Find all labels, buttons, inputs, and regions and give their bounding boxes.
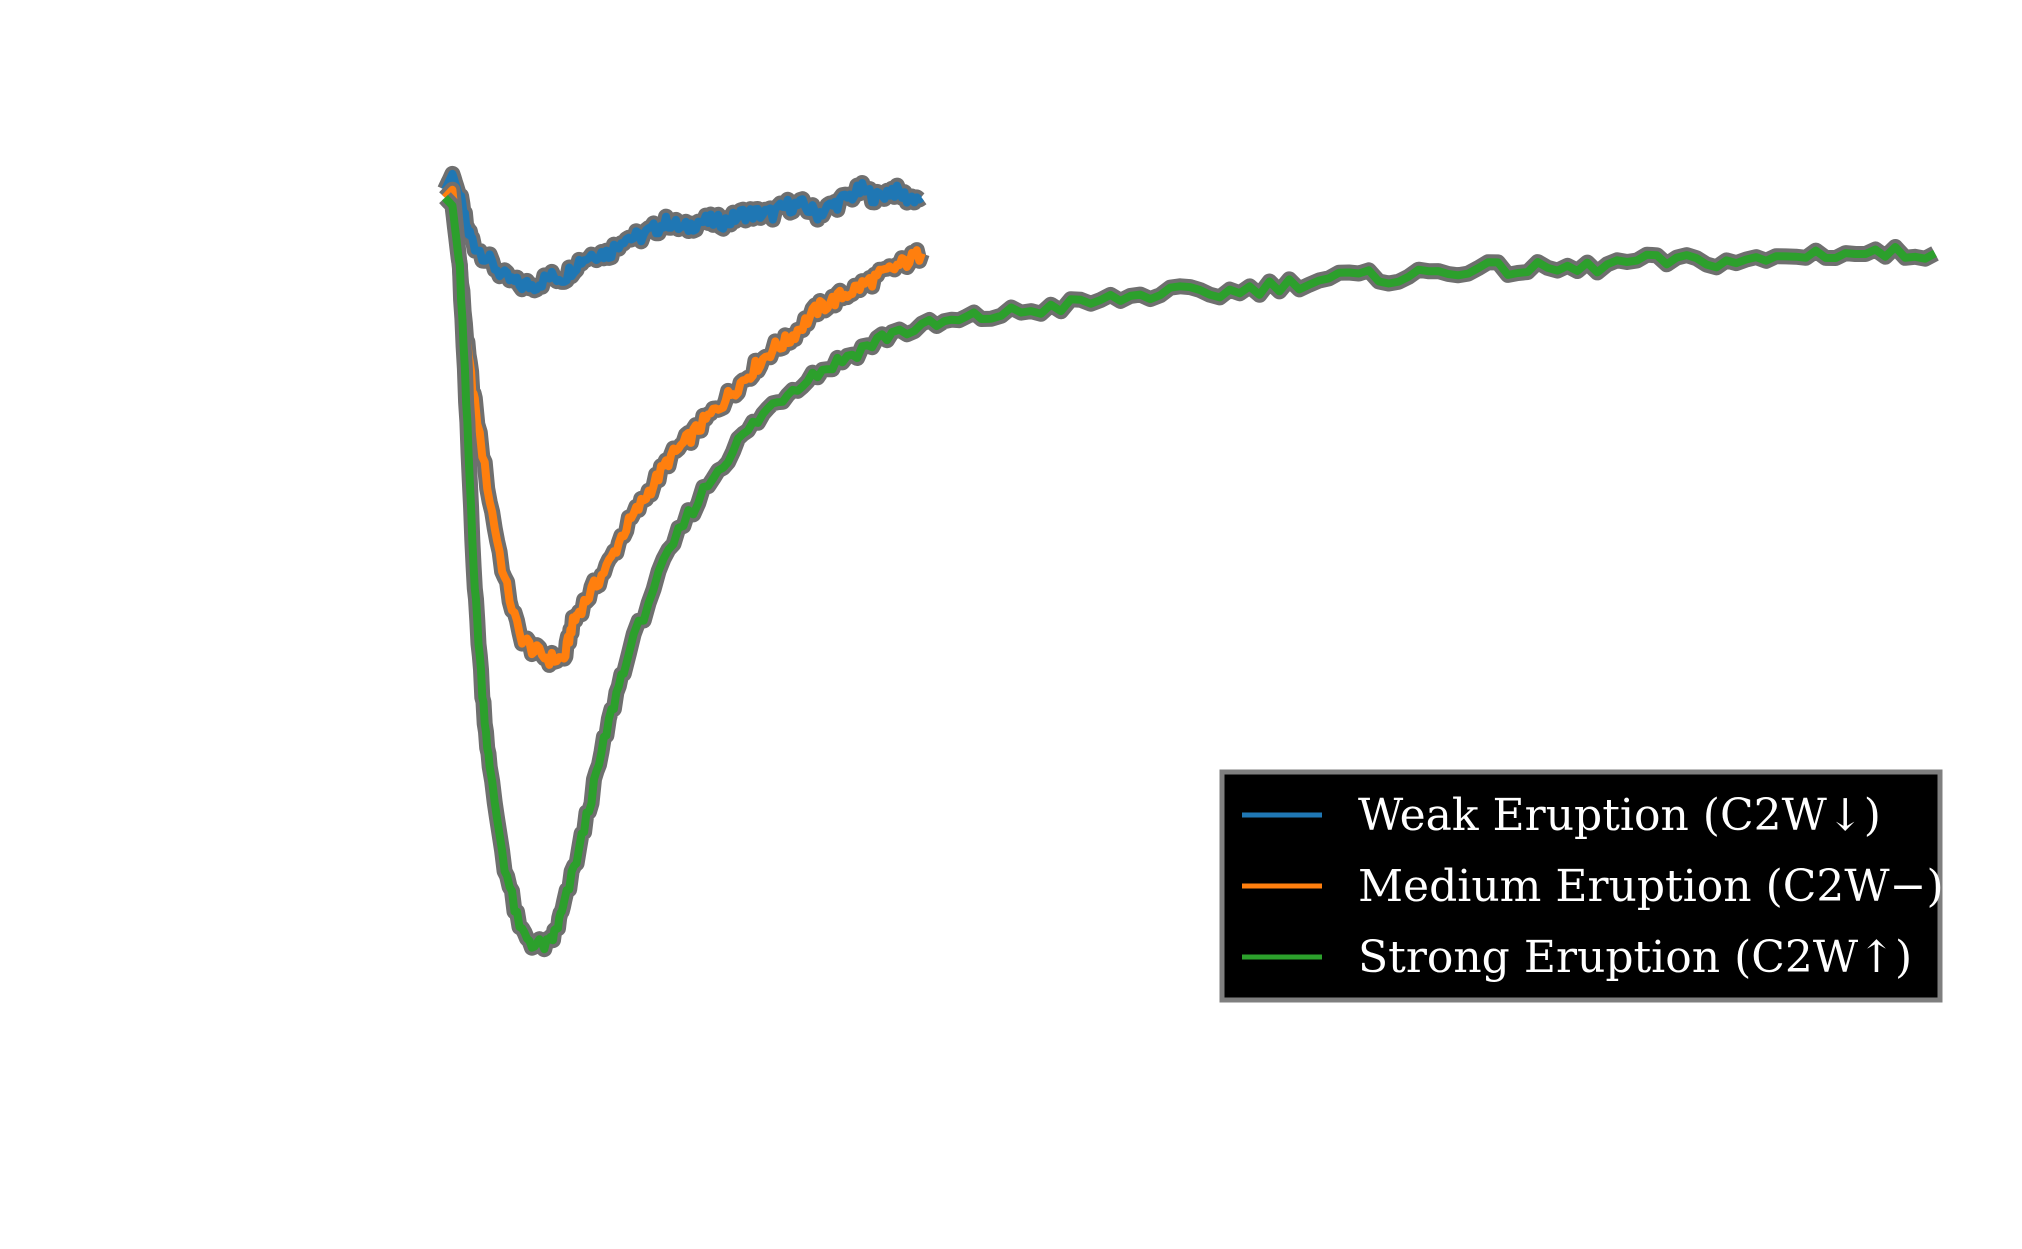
series-layer <box>437 165 1939 958</box>
legend-label-strong: Strong Eruption (C2W↑) <box>1358 932 1912 983</box>
series-line-medium <box>442 185 926 669</box>
legend-label-medium: Medium Eruption (C2W−) <box>1358 861 1944 912</box>
legend: Weak Eruption (C2W↓) Medium Eruption (C2… <box>1219 769 1944 1003</box>
series-line-strong <box>442 194 1937 954</box>
legend-box <box>1219 769 1943 1003</box>
series-line-weak <box>441 169 925 295</box>
legend-label-weak: Weak Eruption (C2W↓) <box>1358 790 1881 841</box>
series-outline-medium <box>438 181 930 673</box>
